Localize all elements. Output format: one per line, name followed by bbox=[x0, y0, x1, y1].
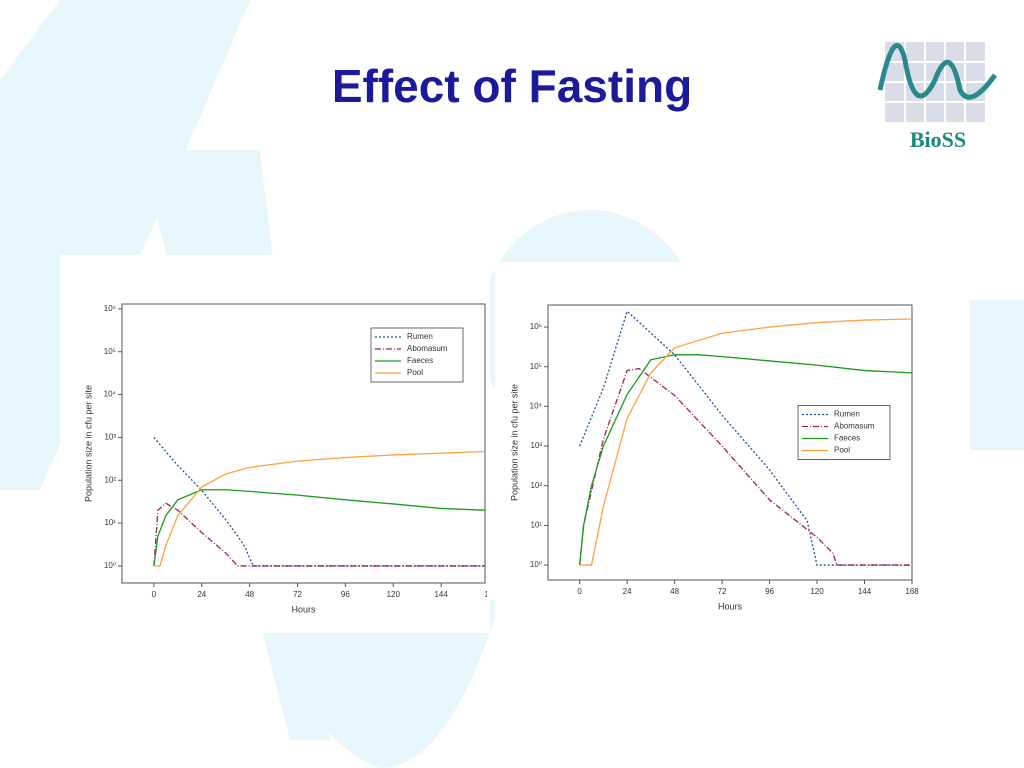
x-tick-label: 72 bbox=[293, 590, 302, 599]
legend-label: Faeces bbox=[407, 356, 433, 365]
legend-label: Abomasum bbox=[407, 344, 448, 353]
chart: 10⁰ 10¹ 10² 10³ 10⁴ 10⁵ 10⁶ 0 24 48 72 96 120 144 16 Ho… bbox=[83, 303, 494, 614]
y-tick-label: 10³ bbox=[530, 441, 542, 450]
y-tick-label: 10⁶ bbox=[530, 322, 542, 331]
series-line bbox=[153, 436, 485, 567]
x-tick-label: 120 bbox=[810, 587, 824, 596]
bg-shape bbox=[970, 300, 1024, 450]
plot-frame bbox=[121, 303, 486, 584]
logo-text: BioSS bbox=[910, 127, 966, 152]
series-line bbox=[579, 318, 913, 566]
bg-shape bbox=[280, 600, 500, 768]
x-tick-label: 72 bbox=[718, 587, 727, 596]
y-tick-label: 10² bbox=[104, 475, 116, 484]
plot-frame bbox=[547, 304, 913, 581]
series-line bbox=[579, 354, 913, 566]
x-tick-label: 24 bbox=[197, 590, 206, 599]
x-tick-label: 120 bbox=[387, 590, 401, 599]
legend-label: Faeces bbox=[834, 434, 860, 443]
y-tick-label: 10⁰ bbox=[104, 561, 116, 570]
y-tick-label: 10⁵ bbox=[530, 362, 542, 371]
series-line bbox=[153, 502, 485, 567]
chart: 10⁰ 10¹ 10² 10³ 10⁴ 10⁵ 10⁶ 0 24 48 72 96 120 144 168 H… bbox=[509, 304, 919, 611]
x-tick-label: 96 bbox=[765, 587, 774, 596]
chart-panel bbox=[495, 262, 970, 632]
x-tick-label: 0 bbox=[152, 590, 157, 599]
x-tick-label: 48 bbox=[245, 590, 254, 599]
y-tick-label: 10¹ bbox=[530, 521, 542, 530]
logo: BioSS bbox=[877, 42, 998, 152]
x-axis-label: Hours bbox=[718, 601, 743, 611]
legend-label: Abomasum bbox=[834, 422, 875, 431]
x-tick-label: 168 bbox=[905, 587, 919, 596]
series-line bbox=[579, 310, 912, 566]
y-axis-label: Population size in cfu per site bbox=[83, 385, 93, 502]
slide-title: Effect of Fasting bbox=[332, 60, 692, 112]
x-tick-label: 0 bbox=[577, 587, 582, 596]
legend-label: Pool bbox=[407, 368, 423, 377]
x-axis-label: Hours bbox=[291, 604, 316, 614]
x-tick-label: 144 bbox=[434, 590, 448, 599]
x-tick-label: 144 bbox=[858, 587, 872, 596]
series-line bbox=[579, 367, 912, 566]
y-tick-label: 10⁴ bbox=[530, 402, 543, 411]
chart-panel bbox=[60, 255, 490, 633]
y-tick-label: 10¹ bbox=[104, 518, 116, 527]
legend-label: Rumen bbox=[407, 332, 433, 341]
logo-wave bbox=[877, 43, 998, 100]
logo-grid-lines bbox=[885, 42, 985, 122]
y-tick-label: 10⁶ bbox=[104, 304, 116, 313]
y-axis-label: Population size in cfu per site bbox=[509, 384, 519, 501]
y-tick-label: 10⁰ bbox=[530, 560, 542, 569]
legend-label: Rumen bbox=[834, 410, 860, 419]
x-tick-label: 48 bbox=[670, 587, 679, 596]
y-tick-label: 10² bbox=[530, 481, 542, 490]
x-tick-label: 16 bbox=[485, 590, 494, 599]
series-line bbox=[153, 489, 486, 567]
x-tick-label: 96 bbox=[341, 590, 350, 599]
series-line bbox=[153, 450, 486, 567]
y-tick-label: 10³ bbox=[104, 433, 116, 442]
x-tick-label: 24 bbox=[623, 587, 632, 596]
y-tick-label: 10⁵ bbox=[104, 347, 116, 356]
legend-label: Pool bbox=[834, 446, 850, 455]
y-tick-label: 10⁴ bbox=[104, 390, 117, 399]
